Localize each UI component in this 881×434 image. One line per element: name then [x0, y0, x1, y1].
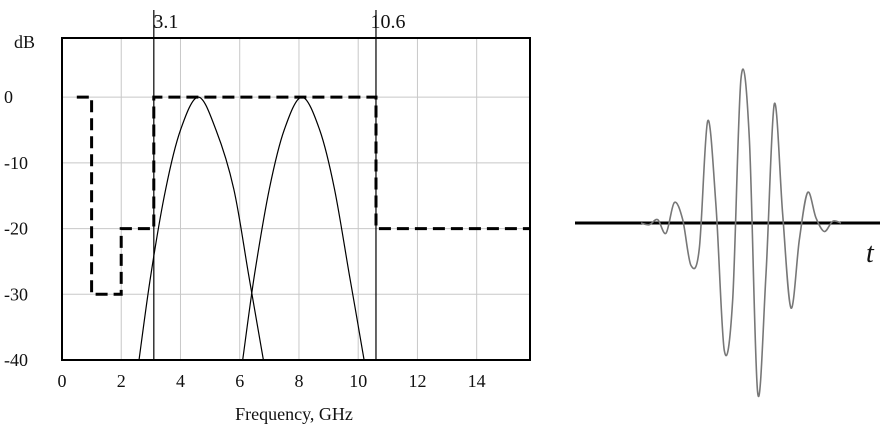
emission-mask-series: [76, 95, 530, 296]
x-tick-label: 14: [468, 371, 486, 391]
y-tick-label: -30: [4, 284, 28, 304]
x-tick-label: 2: [117, 371, 126, 391]
spectrum-chart: 3.1 10.6 0 2 4 6 8 10 12 14 0 -10 -20 -30 -40 dB Freq…: [4, 10, 531, 424]
spectrum-lobe-series-1: [138, 96, 264, 361]
time-axis-label: t: [866, 238, 875, 269]
y-tick-label: 0: [4, 87, 13, 107]
grid-lines: [62, 38, 530, 360]
x-tick-label: 4: [176, 371, 185, 391]
x-tick-label: 12: [408, 371, 426, 391]
y-tick-label: -40: [4, 350, 28, 370]
pulse-waveform: [640, 68, 842, 398]
spectrum-lobe-series-2: [242, 96, 365, 361]
plot-frame: [61, 37, 531, 361]
y-axis-label: dB: [14, 32, 35, 52]
x-tick-label: 0: [58, 371, 67, 391]
band-edge-markers: 3.1 10.6: [153, 10, 405, 360]
band-edge-label: 10.6: [370, 11, 405, 33]
x-axis-label: Frequency, GHz: [235, 404, 353, 424]
tick-labels: 0 2 4 6 8 10 12 14 0 -10 -20 -30 -40: [4, 87, 486, 391]
spectrum-series: [76, 95, 530, 361]
x-tick-label: 10: [349, 371, 367, 391]
y-tick-label: -20: [4, 219, 28, 239]
x-tick-label: 6: [235, 371, 244, 391]
band-edge-label: 3.1: [153, 11, 178, 33]
x-tick-label: 8: [294, 371, 303, 391]
y-tick-label: -10: [4, 153, 28, 173]
pulse-chart: t: [575, 68, 880, 398]
